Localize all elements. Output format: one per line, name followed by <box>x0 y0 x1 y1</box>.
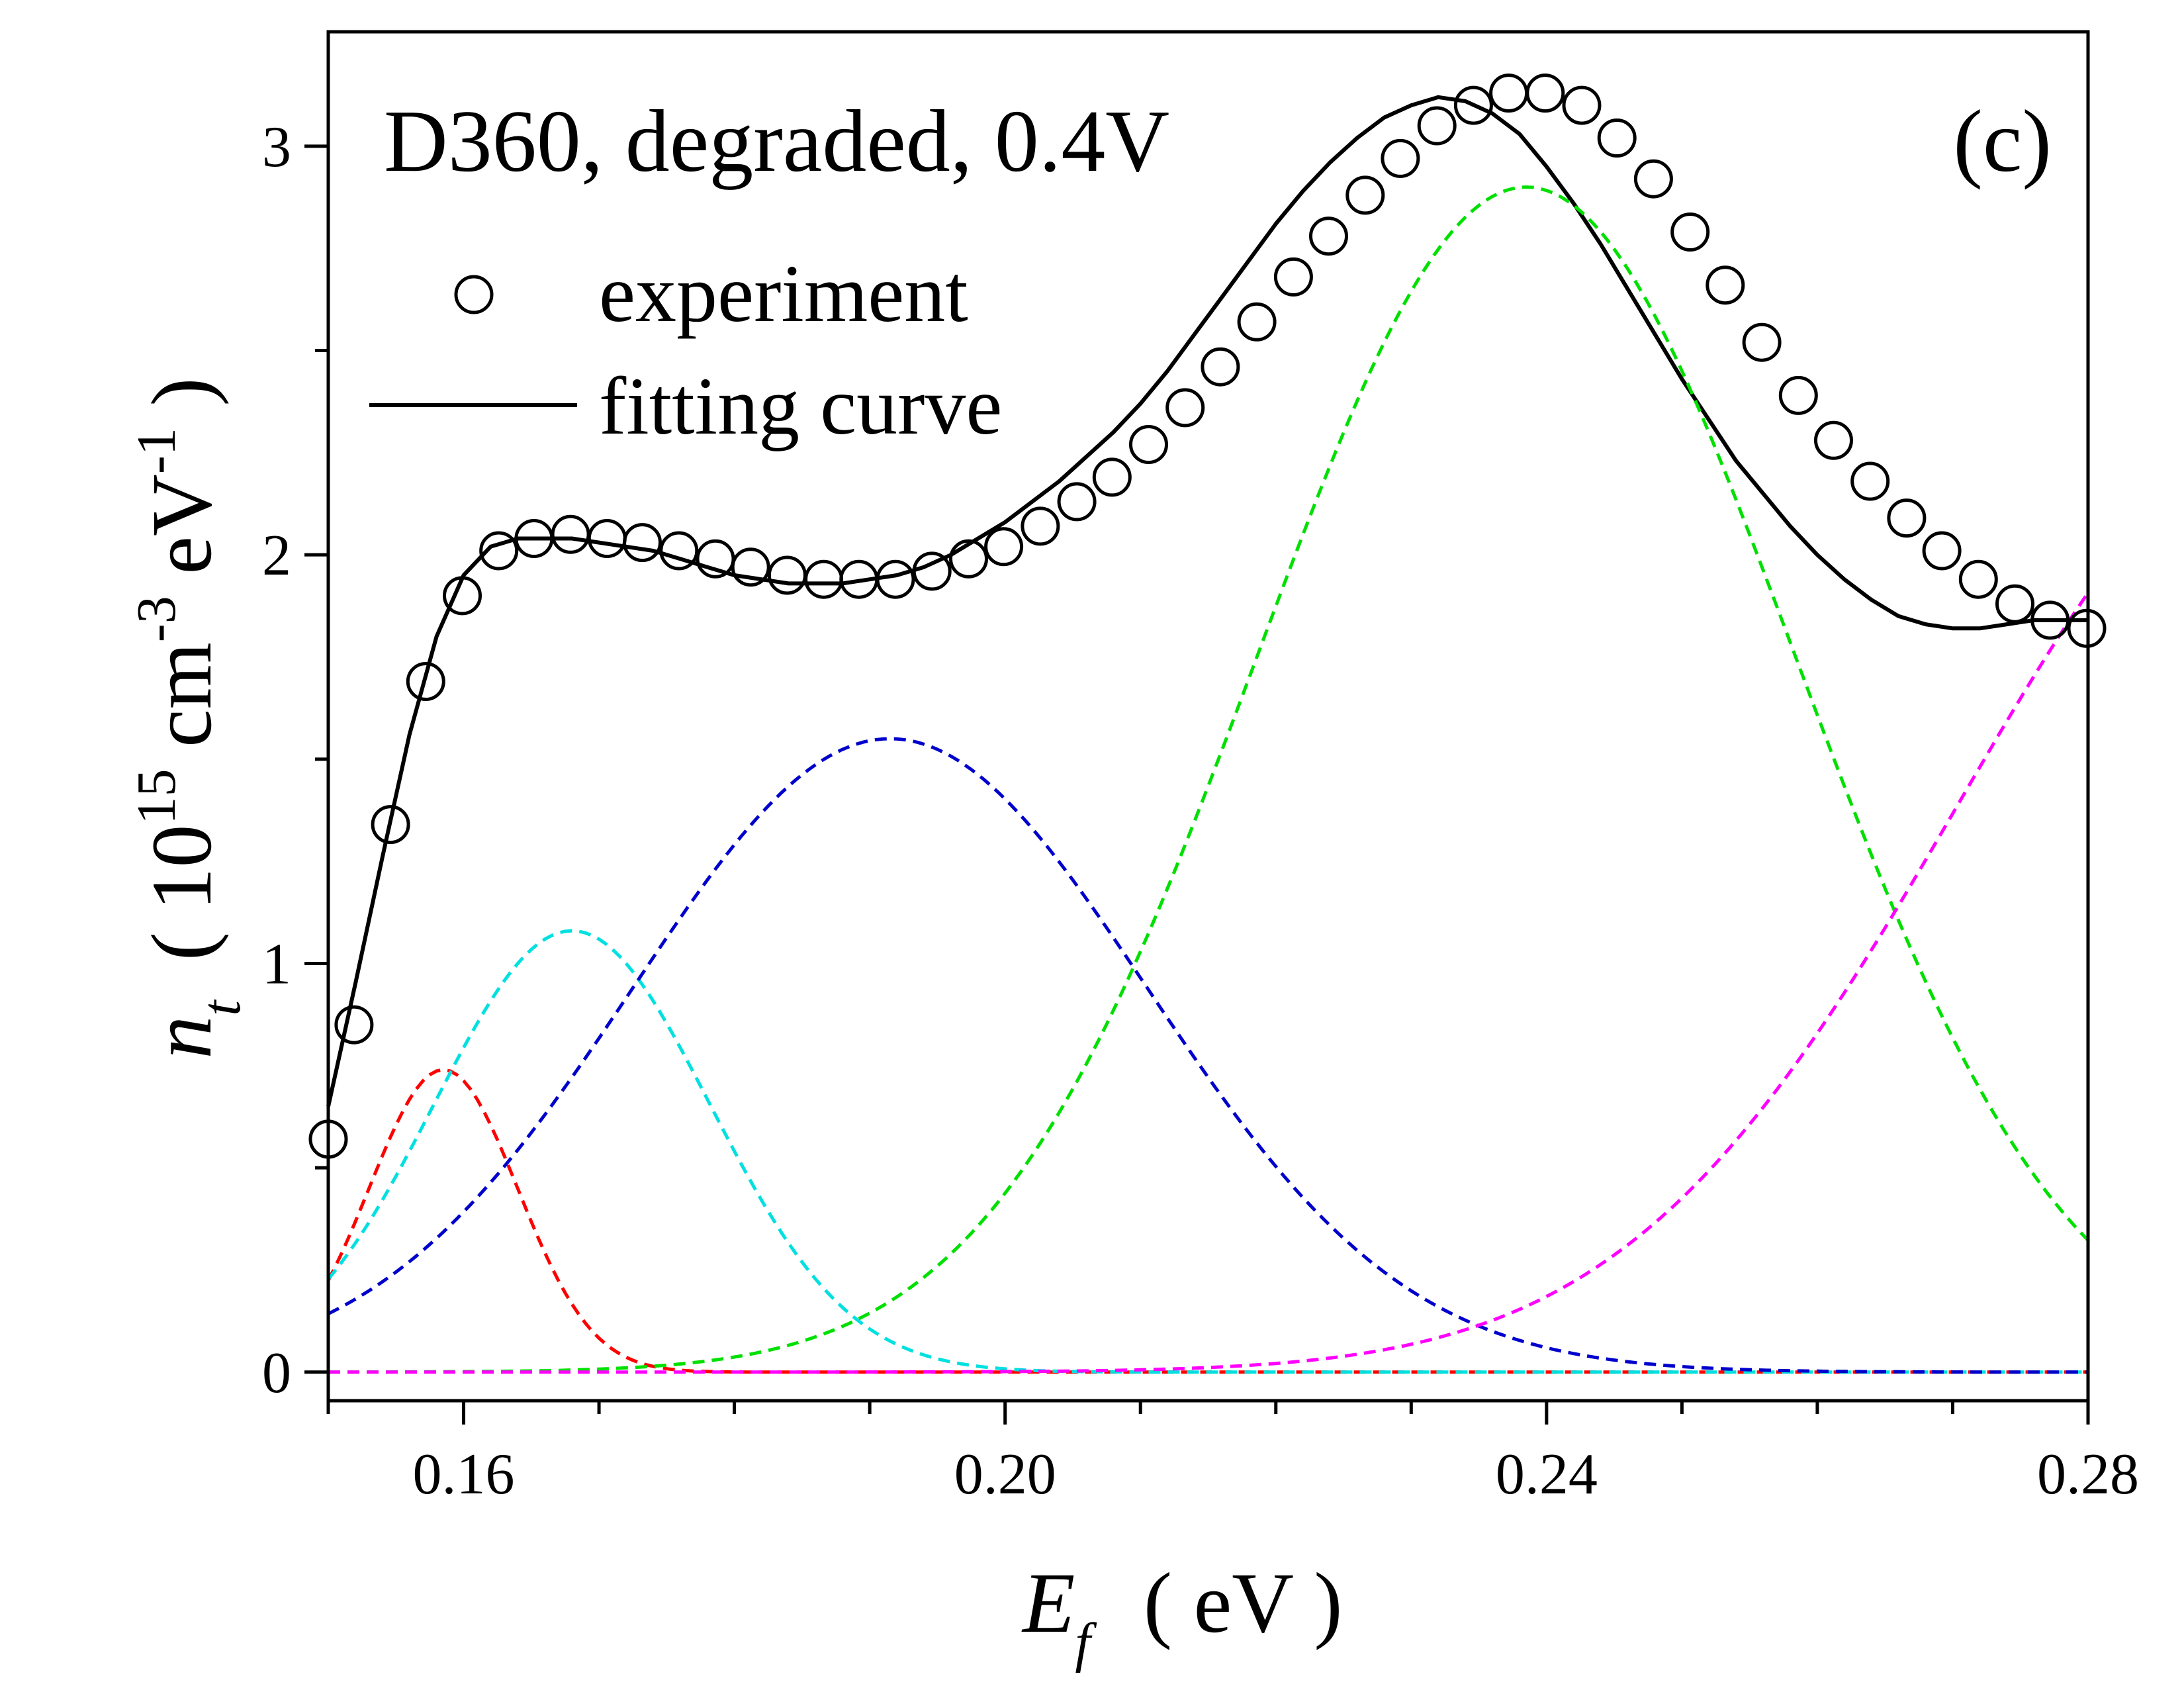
experiment-point <box>1706 265 1745 305</box>
experiment-point <box>1345 175 1385 215</box>
experiment-point <box>984 527 1024 567</box>
experiment-point <box>1309 216 1348 256</box>
y-axis-unit-exp1: 15 <box>126 769 187 825</box>
experiment-point <box>949 539 988 579</box>
legend-label-fitting-curve: fitting curve <box>599 361 1002 451</box>
chart-title: D360, degraded, 0.4V <box>384 92 1169 190</box>
ticks-layer: 0.16 0.20 0.24 0.28 0 1 2 3 <box>262 115 2139 1507</box>
experiment-point <box>1814 420 1853 460</box>
experiment-point <box>1633 159 1673 199</box>
y-tick-label: 3 <box>262 115 291 179</box>
y-axis-unit-mid: cm <box>134 642 230 769</box>
y-axis-unit-mid2: eV <box>134 474 230 596</box>
y-axis-label: nt ( 1015 cm-3 eV-1 ) <box>126 377 252 1058</box>
experiment-point <box>731 547 770 587</box>
experiment-point <box>1778 375 1818 415</box>
markers-layer <box>308 73 2107 1159</box>
experiment-point <box>1273 257 1313 297</box>
y-axis-unit-open: ( 10 <box>134 825 230 961</box>
experiment-point <box>334 1005 374 1045</box>
y-axis-subscript: t <box>191 999 252 1016</box>
y-axis-unit-close: ) <box>134 377 230 428</box>
experiment-point <box>912 551 952 591</box>
component-curve-4 <box>327 737 2088 1374</box>
experiment-point <box>1092 457 1132 497</box>
plot-frame <box>326 30 2090 1403</box>
experiment-point <box>1887 498 1927 538</box>
experiment-point <box>1525 73 1565 113</box>
experiment-point <box>1453 85 1493 125</box>
experiment-point <box>1417 106 1457 146</box>
y-tick-label: 2 <box>262 524 291 588</box>
experiment-point <box>1201 347 1240 387</box>
experiment-point <box>1021 506 1060 546</box>
experiment-point <box>371 805 410 845</box>
experiment-point <box>1597 118 1637 158</box>
legend-marker-experiment <box>454 275 494 314</box>
experiment-point <box>1165 388 1205 428</box>
experiment-point <box>1958 559 1998 599</box>
legend-label-experiment: experiment <box>599 248 968 339</box>
experiment-point <box>406 662 445 701</box>
component-curve-5 <box>328 185 2089 1374</box>
y-tick-label: 0 <box>262 1341 291 1405</box>
component-curve-3 <box>327 929 2088 1374</box>
experiment-point <box>1381 138 1420 178</box>
legend: experiment fitting curve <box>369 248 1002 451</box>
experiment-point <box>1562 85 1602 125</box>
experiment-point <box>1670 212 1710 252</box>
y-axis-symbol: n <box>134 1016 230 1059</box>
experiment-point <box>876 559 915 599</box>
experiment-point <box>2030 600 2070 640</box>
x-tick-label: 0.24 <box>1496 1442 1598 1507</box>
experiment-point <box>443 576 482 616</box>
x-tick-label: 0.20 <box>954 1442 1056 1507</box>
x-tick-label: 0.16 <box>413 1442 515 1507</box>
experiment-point <box>623 523 662 563</box>
experiment-point <box>1057 482 1097 522</box>
component-curve-6 <box>328 592 2090 1374</box>
x-axis-unit: ( eV ) <box>1144 1556 1343 1651</box>
experiment-point <box>1995 584 2034 624</box>
y-tick-label: 1 <box>262 932 291 996</box>
experiment-point <box>1742 322 1782 362</box>
y-axis-unit-exp3: -1 <box>126 428 187 474</box>
x-axis-symbol: E <box>1021 1556 1075 1651</box>
x-tick-label: 0.28 <box>2037 1442 2139 1507</box>
experiment-point <box>479 531 519 571</box>
experiment-point <box>1850 461 1890 501</box>
experiment-point <box>659 531 699 571</box>
experiment-point <box>1922 531 1962 571</box>
panel-label: (c) <box>1953 92 2052 190</box>
y-axis-unit-exp2: -3 <box>126 596 187 642</box>
experiment-point <box>1237 302 1277 342</box>
experiment-point <box>1129 425 1168 464</box>
